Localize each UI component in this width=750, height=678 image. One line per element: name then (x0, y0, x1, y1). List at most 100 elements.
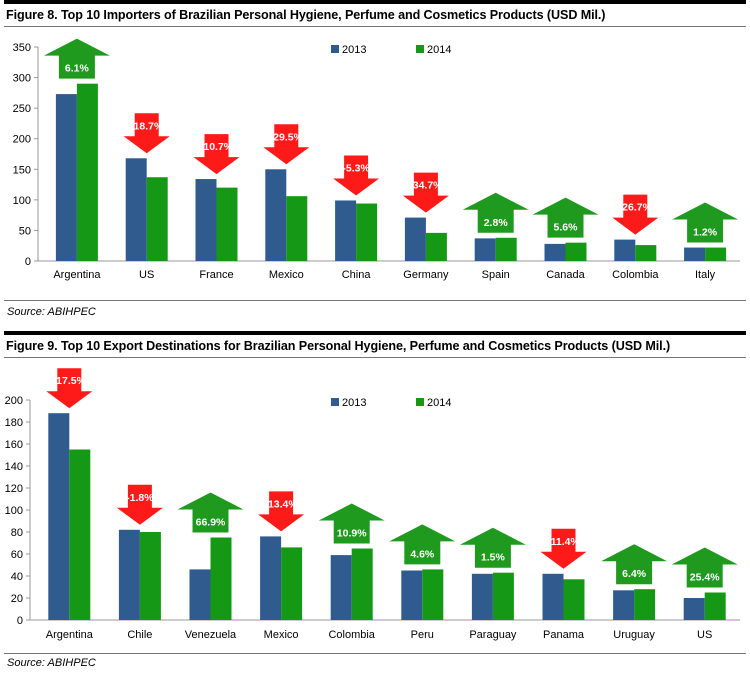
change-arrow-up (43, 38, 110, 79)
x-tick-label: Italy (695, 269, 716, 281)
x-tick-label: Peru (411, 629, 434, 641)
y-tick-label: 60 (11, 549, 23, 561)
y-tick-label: 100 (5, 505, 23, 517)
bar-2014-mexico (286, 196, 308, 261)
change-arrow-down (258, 491, 305, 532)
bar-2013-panama (542, 573, 564, 620)
y-tick-label: 80 (11, 527, 23, 539)
bar-2014-us (704, 592, 726, 620)
change-label: -13.4% (264, 498, 298, 510)
change-arrow-up (389, 524, 456, 565)
figure-8-title: Figure 8. Top 10 Importers of Brazilian … (6, 8, 606, 22)
bar-2014-colombia (635, 245, 657, 261)
change-label: 25.4% (690, 572, 720, 584)
change-arrow-down (123, 113, 170, 154)
bar-2014-colombia (351, 548, 373, 620)
legend-label-2014: 2014 (427, 44, 451, 56)
figure-8-title-rule (4, 26, 746, 27)
x-tick-label: Germany (403, 269, 449, 281)
bar-2013-spain (474, 238, 496, 261)
bar-2013-paraguay (471, 573, 493, 620)
bar-2013-mexico (265, 169, 287, 261)
figure-8: Figure 8. Top 10 Importers of Brazilian … (4, 0, 746, 330)
bar-2014-spain (495, 237, 517, 261)
bar-2014-mexico (281, 547, 303, 620)
bar-2014-argentina (69, 449, 91, 620)
change-label: -1.8% (126, 492, 154, 504)
figure-9-source: Source: ABIHPEC (7, 657, 96, 669)
x-tick-label: US (697, 629, 712, 641)
x-tick-label: Colombia (612, 269, 659, 281)
bar-2013-peru (401, 570, 423, 620)
bar-2014-france (216, 187, 238, 261)
change-arrow-down (193, 134, 240, 175)
bar-2013-italy (684, 247, 706, 261)
bar-2013-colombia (330, 555, 352, 620)
y-tick-label: 140 (5, 461, 23, 473)
x-tick-label: Chile (127, 629, 152, 641)
bar-2014-uruguay (634, 589, 656, 620)
bar-2013-argentina (48, 413, 70, 620)
bar-2013-mexico (260, 536, 282, 620)
bar-2014-italy (705, 247, 727, 261)
figure-9-chart: 0 20 40 60 80 100 120 140 160 180 200 2013 2014 Argen… (5, 368, 740, 641)
x-tick-label: US (139, 269, 154, 281)
change-label: 1.2% (693, 227, 718, 239)
x-tick-label: France (199, 269, 233, 281)
legend-swatch-2014 (416, 45, 424, 53)
x-tick-label: Paraguay (469, 629, 517, 641)
change-label: -18.7% (130, 120, 164, 132)
change-label: -10.7% (200, 141, 234, 153)
change-label: -5.3% (342, 162, 370, 174)
x-tick-label: Argentina (46, 629, 94, 641)
figure-8-source-rule (4, 300, 746, 301)
change-arrow-up (672, 202, 739, 243)
bar-2014-paraguay (492, 572, 514, 620)
bar-2014-panama (563, 579, 585, 620)
legend-label-2014: 2014 (427, 397, 451, 409)
bar-2014-peru (422, 569, 444, 620)
change-label: -11.4% (547, 536, 580, 548)
y-tick-label: 0 (17, 615, 23, 627)
change-label: -29.5% (270, 131, 304, 143)
change-arrow-down (333, 155, 380, 196)
change-arrow-up (459, 527, 526, 568)
change-label: 6.1% (65, 63, 90, 75)
bar-2014-chile (139, 532, 161, 620)
y-tick-label: 120 (5, 483, 23, 495)
change-arrow-down (263, 124, 310, 165)
y-tick-label: 200 (13, 134, 31, 146)
change-label: 6.4% (622, 568, 647, 580)
figure-8-top-bar (4, 0, 746, 4)
bar-2014-venezuela (210, 537, 232, 620)
change-label: 1.5% (481, 552, 506, 564)
y-tick-label: 150 (13, 164, 31, 176)
figure-9-source-rule (4, 653, 746, 654)
legend-swatch-2014 (416, 398, 424, 406)
bar-2013-colombia (614, 239, 636, 261)
x-tick-label: Colombia (328, 629, 375, 641)
x-tick-label: Panama (543, 629, 585, 641)
bar-2013-canada (544, 243, 566, 261)
figure-9-title-rule (4, 357, 746, 358)
change-arrow-up (532, 197, 599, 238)
change-label: 5.6% (554, 222, 579, 234)
y-tick-label: 180 (5, 417, 23, 429)
legend-label-2013: 2013 (342, 397, 366, 409)
change-label: -17.5% (53, 375, 87, 387)
bar-2013-us (683, 598, 705, 620)
bar-2013-us (125, 158, 147, 261)
y-tick-label: 50 (19, 225, 31, 237)
x-tick-label: Spain (482, 269, 510, 281)
change-arrow-up (177, 492, 244, 533)
bar-2014-germany (425, 232, 447, 261)
y-tick-label: 300 (13, 73, 31, 85)
y-tick-label: 40 (11, 571, 23, 583)
change-label: -34.7% (409, 180, 443, 192)
change-arrow-up (601, 544, 668, 585)
x-tick-label: Argentina (53, 269, 101, 281)
change-arrow-up (462, 192, 529, 233)
change-label: -26.7% (619, 202, 653, 214)
x-tick-label: Canada (546, 269, 585, 281)
figure-8-chart: 0 50 100 150 200 250 300 350 2013 2014 Argentina 6.… (13, 38, 740, 281)
